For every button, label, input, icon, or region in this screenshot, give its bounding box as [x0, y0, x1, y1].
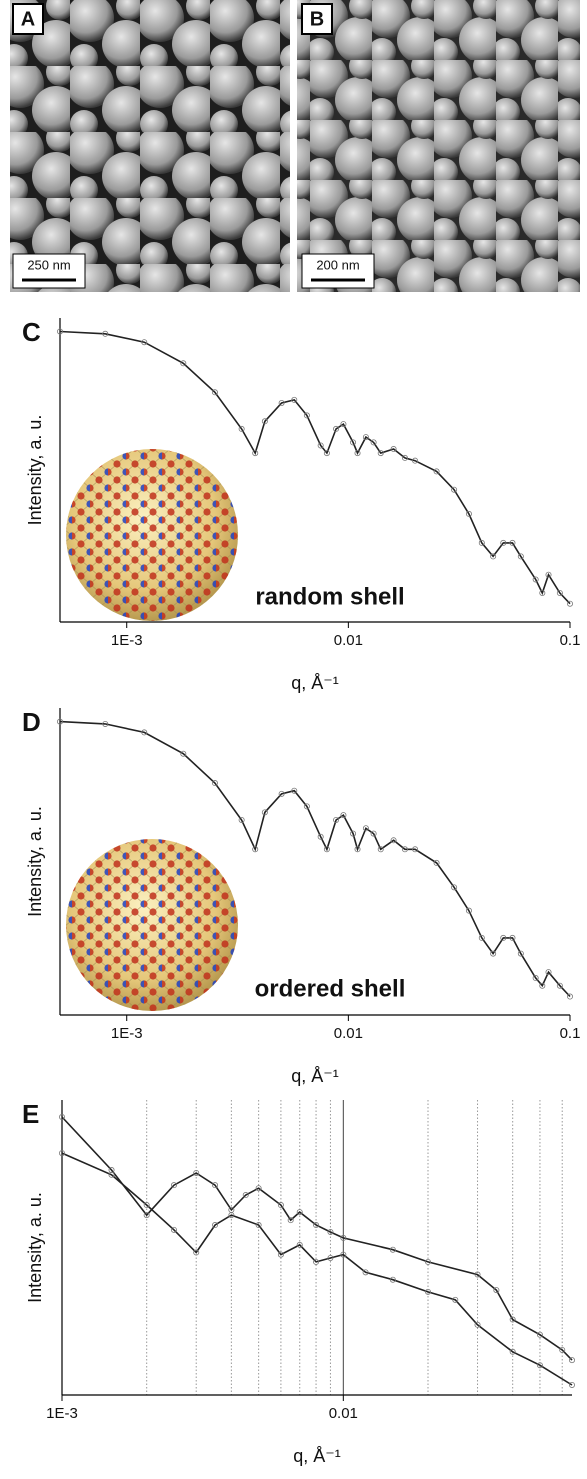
panel-label: D: [22, 707, 41, 737]
data-point: [567, 994, 572, 999]
sphere-inset: [66, 839, 238, 1011]
x-tick-label: 1E-3: [111, 632, 143, 649]
data-line: [62, 1153, 572, 1385]
panel-label: E: [22, 1099, 39, 1129]
annotation: ordered shell: [255, 975, 406, 1002]
panel-label: B: [310, 8, 324, 30]
page: A 250 nm B 200 nm 1E-3 0.01 0.1 Cq, Å⁻¹ Inte…: [0, 0, 587, 1479]
y-axis-label: Intensity, a. u.: [25, 1192, 45, 1303]
figure: A 250 nm B 200 nm 1E-3 0.01 0.1 Cq, Å⁻¹ Inte…: [0, 0, 587, 1479]
x-tick-label: 1E-3: [111, 1025, 143, 1042]
y-axis-label: Intensity, a. u.: [25, 806, 45, 917]
sphere-inset: [66, 449, 238, 621]
x-tick-label: 0.01: [334, 1025, 363, 1042]
scale-bar-label: 250 nm: [27, 257, 70, 272]
annotation: random shell: [255, 583, 404, 610]
sem-image: [297, 0, 580, 292]
sem-image: [10, 0, 290, 292]
data-line: [62, 1117, 572, 1360]
scale-bar-label: 200 nm: [316, 257, 359, 272]
data-point: [569, 1358, 574, 1363]
x-tick-label: 0.1: [560, 632, 581, 649]
sphere-beads: [66, 449, 238, 621]
y-axis-label: Intensity, a. u.: [25, 415, 45, 526]
x-axis-label: q, Å⁻¹: [293, 1446, 341, 1466]
x-axis-label: q, Å⁻¹: [291, 673, 339, 693]
x-tick-label: 0.01: [329, 1405, 358, 1422]
x-axis-label: q, Å⁻¹: [291, 1066, 339, 1086]
x-tick-label: 1E-3: [46, 1405, 78, 1422]
sphere-beads: [66, 839, 238, 1011]
panel-label: C: [22, 317, 41, 347]
x-tick-label: 0.1: [560, 1025, 581, 1042]
x-tick-label: 0.01: [334, 632, 363, 649]
panel-label: A: [21, 8, 35, 30]
